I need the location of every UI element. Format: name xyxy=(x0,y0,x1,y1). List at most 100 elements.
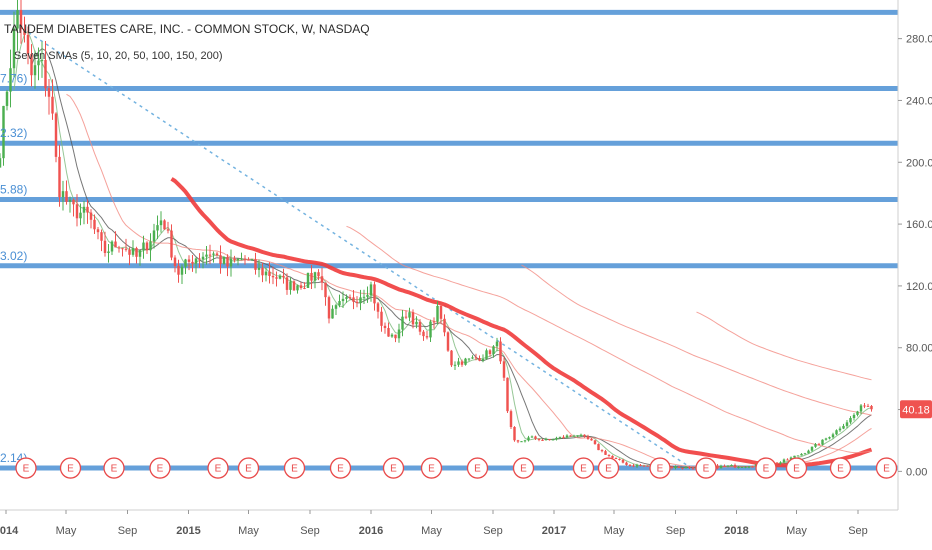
earnings-marker-letter: E xyxy=(580,464,587,475)
candle-body xyxy=(254,259,257,270)
candle-body xyxy=(390,334,394,337)
earnings-marker-circle xyxy=(466,457,489,479)
candle-body xyxy=(408,312,411,318)
candle-body xyxy=(47,88,51,97)
candle-body xyxy=(849,418,852,423)
price-tick-label: 160.00 xyxy=(906,219,932,231)
candle-body xyxy=(229,258,233,267)
candle-body xyxy=(513,427,516,441)
time-tick-label: Sep xyxy=(483,525,503,537)
candle-body xyxy=(740,466,744,468)
indicator-legend[interactable]: Seven SMAs (5, 10, 20, 50, 100, 150, 200… xyxy=(14,50,223,62)
candle-body xyxy=(562,436,565,438)
earnings-marker-letter: E xyxy=(793,464,800,475)
candle-body xyxy=(86,206,89,213)
price-tick-label: 80.00 xyxy=(906,343,932,355)
candle-body xyxy=(12,28,16,69)
earnings-e-icon: E xyxy=(283,457,306,479)
earnings-marker-letter: E xyxy=(883,464,890,475)
earnings-marker-letter: E xyxy=(215,464,222,475)
candle-body xyxy=(856,411,859,415)
candle-body xyxy=(191,261,194,264)
earnings-marker-letter: E xyxy=(157,464,164,475)
candle-body xyxy=(159,220,163,226)
earnings-e-icon: E xyxy=(420,457,443,479)
candle-body xyxy=(870,405,873,410)
candle-body xyxy=(65,191,68,202)
candle-body xyxy=(555,437,558,440)
candle-body xyxy=(639,465,642,467)
candle-body xyxy=(397,329,401,339)
level-label: 7.76) xyxy=(0,71,27,85)
candle-body xyxy=(219,255,222,264)
time-tick-label: 2016 xyxy=(359,525,383,537)
candle-body xyxy=(250,259,254,261)
candle-body xyxy=(523,440,527,442)
candle-body xyxy=(467,358,471,360)
candle-body xyxy=(527,437,530,441)
candle-body xyxy=(684,466,688,469)
earnings-marker-circle xyxy=(649,457,671,479)
candle-body xyxy=(317,272,320,277)
candle-body xyxy=(166,229,170,231)
candle-body xyxy=(366,295,369,297)
candle-body xyxy=(54,113,58,157)
candle-body xyxy=(117,247,121,249)
candle-body xyxy=(439,305,443,319)
candle-body xyxy=(576,435,579,437)
candle-body xyxy=(58,156,61,198)
candle-body xyxy=(324,282,327,298)
candle-body xyxy=(261,267,264,276)
earnings-e-icon: E xyxy=(649,457,671,479)
candle-body xyxy=(436,305,439,322)
candle-body xyxy=(208,254,212,256)
candle-body xyxy=(247,259,250,261)
candle-body xyxy=(205,254,208,257)
candle-body xyxy=(5,91,9,106)
candle-body xyxy=(681,467,684,469)
candle-body xyxy=(383,325,387,329)
candle-body xyxy=(716,465,719,469)
earnings-e-icon: E xyxy=(59,457,82,479)
candle-body xyxy=(387,328,390,337)
candle-body xyxy=(82,206,86,213)
candle-body xyxy=(243,258,247,260)
candle-body xyxy=(369,284,373,296)
sma-10-line xyxy=(31,48,872,469)
candle-body xyxy=(446,332,450,351)
candle-body xyxy=(810,446,814,451)
candle-body xyxy=(814,444,817,447)
earnings-e-icon: E xyxy=(15,457,37,479)
candle-body xyxy=(495,341,499,347)
candle-body xyxy=(432,321,436,323)
candle-body xyxy=(226,256,229,267)
candle-body xyxy=(303,287,306,289)
earnings-marker-letter: E xyxy=(763,464,770,475)
candle-body xyxy=(548,439,551,441)
candle-body xyxy=(376,303,380,312)
candle-body xyxy=(821,439,824,445)
candle-body xyxy=(23,29,26,35)
candle-body xyxy=(733,464,737,468)
earnings-e-icon: E xyxy=(207,457,229,479)
earnings-marker-circle xyxy=(785,457,808,479)
candle-body xyxy=(646,465,649,467)
candle-body xyxy=(341,298,345,302)
candle-body xyxy=(135,248,138,257)
candle-body xyxy=(569,435,572,437)
candle-body xyxy=(61,191,65,198)
candle-body xyxy=(40,59,44,61)
candle-body xyxy=(688,466,691,468)
candle-body xyxy=(152,230,156,242)
earnings-marker-circle xyxy=(283,457,306,479)
candle-body xyxy=(124,248,128,250)
candle-body xyxy=(68,199,72,202)
candle-body xyxy=(670,466,674,468)
candle-body xyxy=(471,357,474,359)
candle-body xyxy=(611,455,614,458)
candle-body xyxy=(149,241,152,251)
candle-body xyxy=(268,271,271,276)
time-tick-label: Sep xyxy=(300,525,320,537)
candle-body xyxy=(796,455,800,457)
